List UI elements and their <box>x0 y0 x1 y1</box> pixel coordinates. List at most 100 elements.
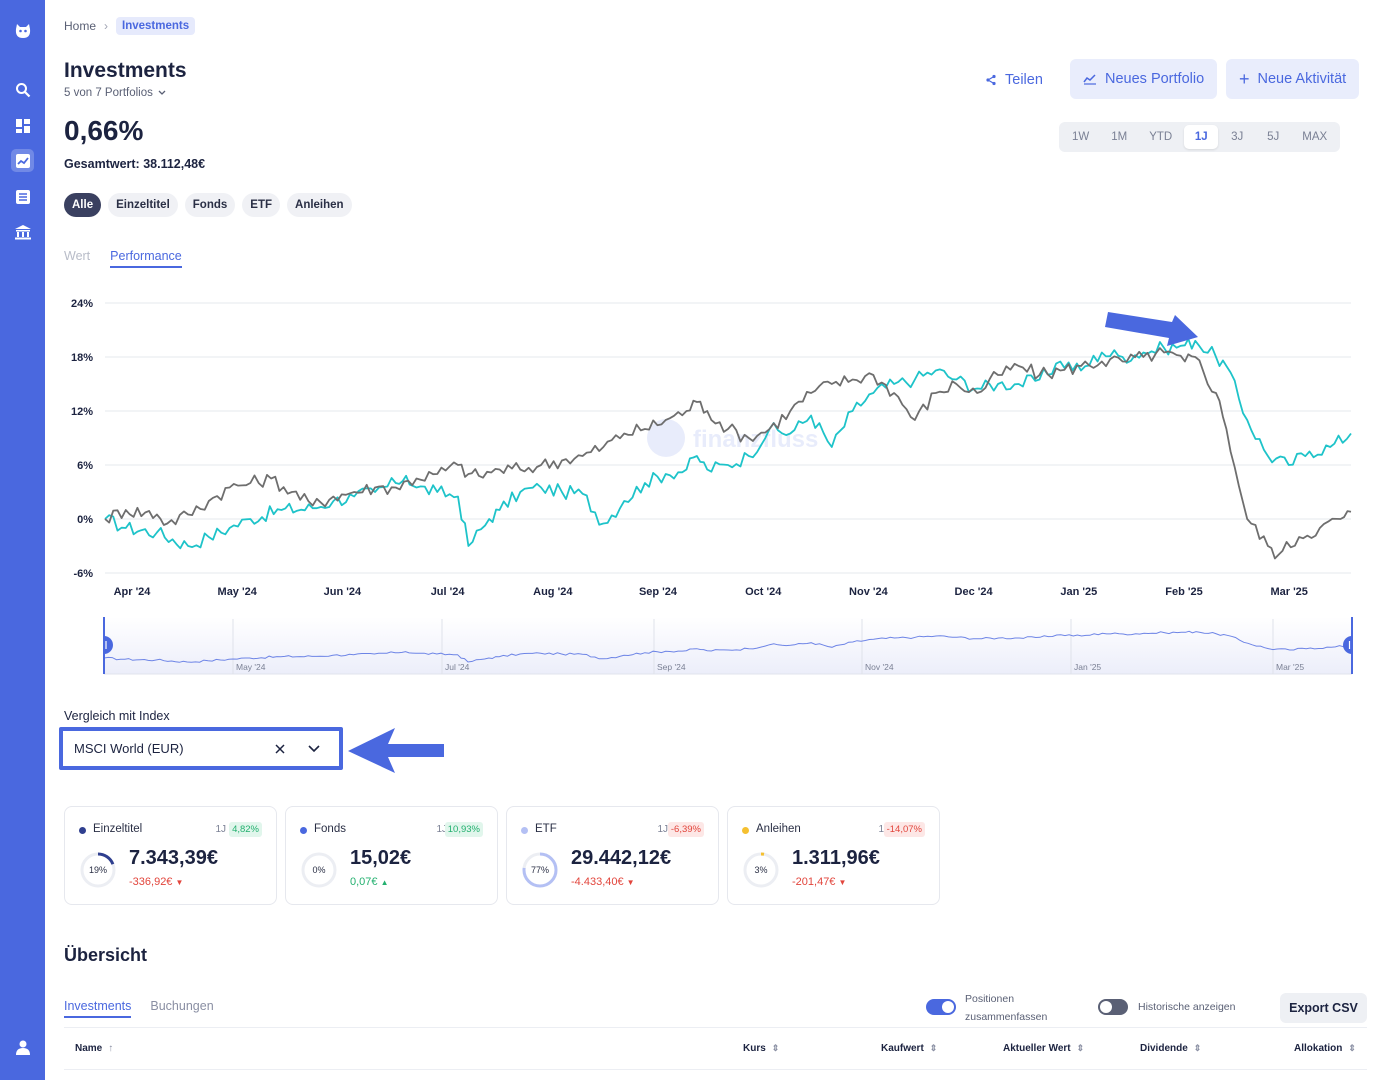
sort-icon: ⇕ <box>771 1043 780 1053</box>
y-tick-label: 12% <box>71 406 93 418</box>
navigator-tick-label: Jan '25 <box>1074 662 1101 672</box>
total-value: Gesamtwert: 38.112,48€ <box>64 157 206 171</box>
index-select[interactable]: MSCI World (EUR) <box>59 727 343 770</box>
x-tick-label: Sep '24 <box>639 586 678 598</box>
filter-chip-anleihen[interactable]: Anleihen <box>287 193 352 217</box>
column-label: Kurs <box>743 1043 766 1054</box>
card-diff-value: 0,07€ <box>350 876 378 888</box>
new-activity-button[interactable]: + Neue Aktivität <box>1226 59 1360 99</box>
time-range-max[interactable]: MAX <box>1302 131 1328 143</box>
category-card-fonds[interactable]: Fonds 1J 10,93% 0% 15,02€ 0,07€ ▲ <box>285 806 498 905</box>
time-range-1j[interactable]: 1J <box>1184 125 1219 149</box>
x-tick-label: Jan '25 <box>1060 586 1097 598</box>
navigator-tick-label: Sep '24 <box>657 662 686 672</box>
navigator-handle-right[interactable] <box>1343 636 1353 654</box>
column-current-value[interactable]: Aktueller Wert ⇕ <box>1003 1043 1084 1054</box>
navigator-ticks: May '24 Jul '24 Sep '24 Nov '24 Jan '25 Mar '… <box>232 619 1304 674</box>
share-label: Teilen <box>1005 72 1043 88</box>
chevron-down-icon[interactable] <box>307 743 321 755</box>
chart-grid: 24% 18% 12% 6% 0% -6% <box>71 298 1351 580</box>
card-name: Einzeltitel <box>93 823 143 835</box>
tab-bookings[interactable]: Buchungen <box>150 999 214 1013</box>
portfolio-selector-label: 5 von 7 Portfolios <box>64 87 153 99</box>
legend-dot <box>521 827 528 834</box>
triangle-down-icon: ▼ <box>626 878 635 887</box>
navigator-line <box>103 630 1353 663</box>
category-card-etf[interactable]: ETF 1J -6,39% 77% 29.442,12€ -4.433,40€ ▼ <box>506 806 719 905</box>
list-icon[interactable] <box>11 185 34 208</box>
chart-icon[interactable] <box>11 149 34 172</box>
card-name: Fonds <box>314 823 346 835</box>
tab-performance[interactable]: Performance <box>110 249 182 268</box>
time-range-ytd[interactable]: YTD <box>1149 131 1173 143</box>
filter-chip-alle[interactable]: Alle <box>64 193 102 217</box>
card-diff: 0,07€ ▲ <box>350 876 389 888</box>
allocation-ring <box>301 852 337 888</box>
y-tick-label: -6% <box>73 568 93 580</box>
x-tick-label: Nov '24 <box>849 586 889 598</box>
filter-chip-fonds[interactable]: Fonds <box>184 193 236 217</box>
navigator-tick-label: Nov '24 <box>865 662 894 672</box>
tab-investments[interactable]: Investments <box>64 999 132 1018</box>
card-value: 15,02€ <box>350 847 412 869</box>
share-button[interactable]: Teilen <box>985 60 1043 100</box>
search-icon[interactable] <box>11 78 34 101</box>
breadcrumb-home[interactable]: Home <box>64 19 97 33</box>
chevron-down-icon <box>158 90 166 95</box>
card-name: ETF <box>535 823 557 835</box>
filter-chip-einzeltitel[interactable]: Einzeltitel <box>108 193 178 217</box>
allocation-label: 77% <box>530 865 549 875</box>
category-card-einzeltitel[interactable]: Einzeltitel 1J 4,82% 19% 7.343,39€ -336,92€ ▼ <box>64 806 277 905</box>
column-price[interactable]: Kurs ⇕ <box>743 1043 779 1054</box>
y-tick-label: 0% <box>77 514 93 526</box>
card-diff: -201,47€ ▼ <box>792 876 846 888</box>
card-value: 1.311,96€ <box>792 847 880 869</box>
time-range-1w[interactable]: 1W <box>1072 131 1090 143</box>
x-tick-label: May '24 <box>218 586 258 598</box>
export-csv-button[interactable]: Export CSV <box>1280 993 1367 1023</box>
card-diff: -336,92€ ▼ <box>129 876 183 888</box>
new-portfolio-button[interactable]: Neues Portfolio <box>1070 59 1218 99</box>
tab-value[interactable]: Wert <box>64 249 91 263</box>
clear-icon[interactable] <box>274 743 286 755</box>
column-purchase-value[interactable]: Kaufwert ⇕ <box>881 1043 937 1054</box>
toggle-historic-label: Historische anzeigen <box>1138 1001 1236 1013</box>
column-dividend[interactable]: Dividende ⇕ <box>1140 1043 1201 1054</box>
card-diff-value: -336,92€ <box>129 876 173 888</box>
main-content: Home › Investments Investments 5 von 7 P… <box>45 0 1387 1080</box>
time-range-5j[interactable]: 5J <box>1267 131 1280 143</box>
share-icon <box>986 74 996 86</box>
asset-filter: Alle Einzeltitel Fonds ETF Anleihen <box>64 193 352 217</box>
allocation-ring <box>743 852 779 888</box>
toggle-positions-label: Positionen zusammenfassen <box>965 993 1048 1023</box>
column-name[interactable]: Name ↑ <box>75 1043 113 1054</box>
x-tick-label: Aug '24 <box>533 586 573 598</box>
series-line-1 <box>104 337 1352 550</box>
time-range-3j[interactable]: 3J <box>1231 131 1244 143</box>
performance-chart[interactable]: 24% 18% 12% 6% 0% -6% finanzfluss Apr '24 May … <box>45 285 1387 610</box>
card-percent-badge: 10,93% <box>444 822 483 837</box>
navigator-handle-left[interactable] <box>103 636 113 654</box>
sidebar <box>0 0 45 1080</box>
column-allocation[interactable]: Allokation ⇕ <box>1294 1043 1356 1054</box>
dashboard-icon[interactable] <box>11 114 34 137</box>
card-percent-badge: 4,82% <box>229 822 262 837</box>
category-card-anleihen[interactable]: Anleihen1J-14,07%3%1.311,96€-201,47€ ▼ <box>727 806 940 905</box>
portfolio-selector[interactable]: 5 von 7 Portfolios <box>64 87 167 99</box>
allocation-label: 19% <box>88 865 107 875</box>
bank-icon[interactable] <box>11 220 34 243</box>
chart-navigator[interactable]: May '24 Jul '24 Sep '24 Nov '24 Jan '25 Mar '… <box>103 616 1353 676</box>
chart-series <box>104 337 1352 560</box>
arrow-up-icon: ↑ <box>108 1043 114 1054</box>
y-tick-label: 24% <box>71 298 93 310</box>
time-range-1m[interactable]: 1M <box>1111 131 1128 143</box>
logo-icon[interactable] <box>11 19 34 42</box>
filter-chip-etf[interactable]: ETF <box>242 193 281 217</box>
toggle-positions[interactable] <box>926 999 956 1015</box>
watermark-text: finanzfluss <box>693 426 818 453</box>
user-icon[interactable] <box>11 1035 34 1058</box>
chart-tabs: Wert Performance <box>64 249 182 268</box>
toggle-historic[interactable] <box>1098 999 1128 1015</box>
annotation-arrow-top <box>1105 312 1198 346</box>
column-label: Name <box>75 1043 103 1054</box>
